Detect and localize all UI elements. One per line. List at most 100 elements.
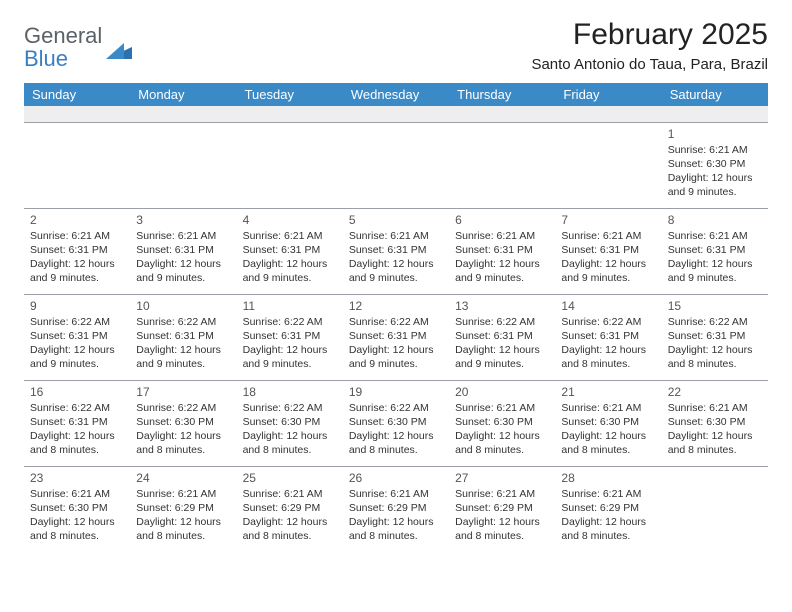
day-number: 14 bbox=[561, 298, 655, 314]
sunrise-text: Sunrise: 6:21 AM bbox=[349, 229, 443, 243]
sunrise-text: Sunrise: 6:21 AM bbox=[455, 401, 549, 415]
logo-line2: Blue bbox=[24, 47, 102, 70]
day2-text: and 9 minutes. bbox=[455, 271, 549, 285]
calendar-head: Sunday Monday Tuesday Wednesday Thursday… bbox=[24, 83, 768, 106]
sunrise-text: Sunrise: 6:22 AM bbox=[455, 315, 549, 329]
day-cell bbox=[24, 122, 130, 208]
day-header: Saturday bbox=[662, 83, 768, 106]
day1-text: Daylight: 12 hours bbox=[30, 257, 124, 271]
day1-text: Daylight: 12 hours bbox=[561, 257, 655, 271]
sunset-text: Sunset: 6:29 PM bbox=[455, 501, 549, 515]
day2-text: and 9 minutes. bbox=[243, 357, 337, 371]
day-number: 9 bbox=[30, 298, 124, 314]
day-number: 20 bbox=[455, 384, 549, 400]
calendar-table: Sunday Monday Tuesday Wednesday Thursday… bbox=[24, 83, 768, 552]
sunset-text: Sunset: 6:29 PM bbox=[243, 501, 337, 515]
day2-text: and 8 minutes. bbox=[668, 357, 762, 371]
day2-text: and 8 minutes. bbox=[30, 443, 124, 457]
day-number: 15 bbox=[668, 298, 762, 314]
day-cell: 14Sunrise: 6:22 AMSunset: 6:31 PMDayligh… bbox=[555, 294, 661, 380]
day-number: 7 bbox=[561, 212, 655, 228]
day-number: 23 bbox=[30, 470, 124, 486]
sunset-text: Sunset: 6:29 PM bbox=[561, 501, 655, 515]
sunrise-text: Sunrise: 6:22 AM bbox=[561, 315, 655, 329]
calendar-body: 1Sunrise: 6:21 AMSunset: 6:30 PMDaylight… bbox=[24, 106, 768, 552]
day-header: Monday bbox=[130, 83, 236, 106]
sunset-text: Sunset: 6:29 PM bbox=[136, 501, 230, 515]
day1-text: Daylight: 12 hours bbox=[136, 343, 230, 357]
day-number: 26 bbox=[349, 470, 443, 486]
sunrise-text: Sunrise: 6:22 AM bbox=[136, 315, 230, 329]
sunrise-text: Sunrise: 6:21 AM bbox=[136, 229, 230, 243]
day1-text: Daylight: 12 hours bbox=[668, 343, 762, 357]
day-cell: 7Sunrise: 6:21 AMSunset: 6:31 PMDaylight… bbox=[555, 208, 661, 294]
sunrise-text: Sunrise: 6:22 AM bbox=[668, 315, 762, 329]
week-row: 9Sunrise: 6:22 AMSunset: 6:31 PMDaylight… bbox=[24, 294, 768, 380]
day-cell: 11Sunrise: 6:22 AMSunset: 6:31 PMDayligh… bbox=[237, 294, 343, 380]
day-number: 27 bbox=[455, 470, 549, 486]
sunset-text: Sunset: 6:30 PM bbox=[668, 157, 762, 171]
day-cell: 19Sunrise: 6:22 AMSunset: 6:30 PMDayligh… bbox=[343, 380, 449, 466]
day-cell bbox=[449, 122, 555, 208]
day-number: 28 bbox=[561, 470, 655, 486]
day2-text: and 9 minutes. bbox=[30, 357, 124, 371]
sunset-text: Sunset: 6:31 PM bbox=[668, 243, 762, 257]
logo-mark-icon bbox=[106, 37, 132, 59]
day-number: 12 bbox=[349, 298, 443, 314]
week-row: 23Sunrise: 6:21 AMSunset: 6:30 PMDayligh… bbox=[24, 466, 768, 552]
day-cell: 28Sunrise: 6:21 AMSunset: 6:29 PMDayligh… bbox=[555, 466, 661, 552]
day-number: 2 bbox=[30, 212, 124, 228]
day-cell: 22Sunrise: 6:21 AMSunset: 6:30 PMDayligh… bbox=[662, 380, 768, 466]
day-number: 3 bbox=[136, 212, 230, 228]
sunrise-text: Sunrise: 6:22 AM bbox=[30, 315, 124, 329]
sunset-text: Sunset: 6:31 PM bbox=[136, 243, 230, 257]
day1-text: Daylight: 12 hours bbox=[30, 515, 124, 529]
sunrise-text: Sunrise: 6:21 AM bbox=[561, 229, 655, 243]
sunrise-text: Sunrise: 6:21 AM bbox=[668, 229, 762, 243]
sunrise-text: Sunrise: 6:21 AM bbox=[30, 487, 124, 501]
day1-text: Daylight: 12 hours bbox=[668, 171, 762, 185]
day1-text: Daylight: 12 hours bbox=[243, 343, 337, 357]
day-cell bbox=[662, 466, 768, 552]
day-cell: 21Sunrise: 6:21 AMSunset: 6:30 PMDayligh… bbox=[555, 380, 661, 466]
day1-text: Daylight: 12 hours bbox=[668, 429, 762, 443]
sunset-text: Sunset: 6:31 PM bbox=[349, 329, 443, 343]
day1-text: Daylight: 12 hours bbox=[349, 257, 443, 271]
day-number: 25 bbox=[243, 470, 337, 486]
day-cell bbox=[130, 122, 236, 208]
sunrise-text: Sunrise: 6:22 AM bbox=[349, 315, 443, 329]
sunset-text: Sunset: 6:31 PM bbox=[136, 329, 230, 343]
sunrise-text: Sunrise: 6:21 AM bbox=[243, 229, 337, 243]
sunrise-text: Sunrise: 6:21 AM bbox=[668, 401, 762, 415]
day2-text: and 8 minutes. bbox=[243, 529, 337, 543]
sunset-text: Sunset: 6:31 PM bbox=[349, 243, 443, 257]
day1-text: Daylight: 12 hours bbox=[455, 343, 549, 357]
day2-text: and 8 minutes. bbox=[668, 443, 762, 457]
sunrise-text: Sunrise: 6:21 AM bbox=[243, 487, 337, 501]
day2-text: and 8 minutes. bbox=[136, 529, 230, 543]
day-cell: 17Sunrise: 6:22 AMSunset: 6:30 PMDayligh… bbox=[130, 380, 236, 466]
day-number: 10 bbox=[136, 298, 230, 314]
month-title: February 2025 bbox=[531, 18, 768, 52]
day1-text: Daylight: 12 hours bbox=[136, 257, 230, 271]
sunset-text: Sunset: 6:31 PM bbox=[561, 329, 655, 343]
sunset-text: Sunset: 6:30 PM bbox=[668, 415, 762, 429]
day-number: 6 bbox=[455, 212, 549, 228]
sunset-text: Sunset: 6:31 PM bbox=[668, 329, 762, 343]
day-cell: 5Sunrise: 6:21 AMSunset: 6:31 PMDaylight… bbox=[343, 208, 449, 294]
day2-text: and 9 minutes. bbox=[455, 357, 549, 371]
day-cell: 13Sunrise: 6:22 AMSunset: 6:31 PMDayligh… bbox=[449, 294, 555, 380]
day1-text: Daylight: 12 hours bbox=[668, 257, 762, 271]
day1-text: Daylight: 12 hours bbox=[243, 257, 337, 271]
day2-text: and 8 minutes. bbox=[455, 529, 549, 543]
day1-text: Daylight: 12 hours bbox=[561, 429, 655, 443]
day-number: 19 bbox=[349, 384, 443, 400]
sunrise-text: Sunrise: 6:22 AM bbox=[243, 315, 337, 329]
day-cell: 12Sunrise: 6:22 AMSunset: 6:31 PMDayligh… bbox=[343, 294, 449, 380]
day-header: Wednesday bbox=[343, 83, 449, 106]
day2-text: and 8 minutes. bbox=[561, 529, 655, 543]
sunrise-text: Sunrise: 6:21 AM bbox=[455, 229, 549, 243]
day1-text: Daylight: 12 hours bbox=[349, 429, 443, 443]
day1-text: Daylight: 12 hours bbox=[30, 343, 124, 357]
sunrise-text: Sunrise: 6:21 AM bbox=[561, 401, 655, 415]
